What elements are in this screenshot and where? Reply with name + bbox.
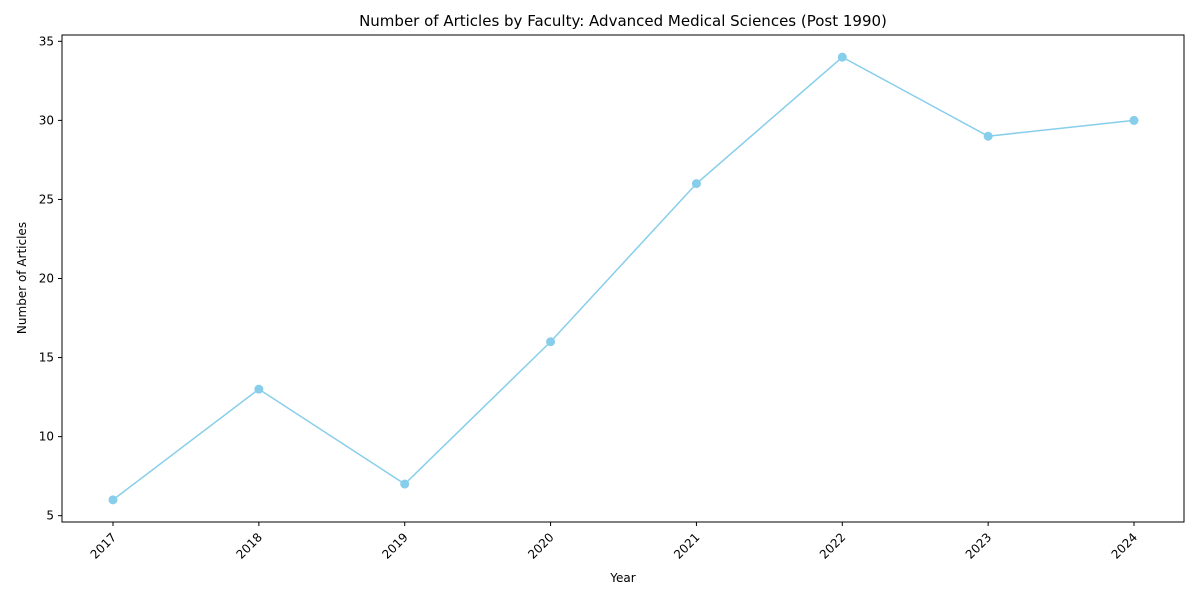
y-tick-label: 30 [39,113,54,127]
data-point [837,52,847,62]
chart-title: Number of Articles by Faculty: Advanced … [359,12,887,30]
y-tick-label: 10 [39,430,54,444]
x-tick-label: 2023 [963,530,994,561]
y-tick-label: 5 [46,509,54,523]
data-point [546,337,556,347]
x-axis-ticks: 2017 2018 2019 2020 2021 2022 2023 2024 [88,522,1140,562]
x-axis-label: Year [609,571,635,585]
y-tick-label: 35 [39,34,54,48]
series-layer [108,52,1139,505]
x-tick-label: 2020 [525,530,556,561]
x-tick-label: 2022 [817,530,848,561]
y-axis-label: Number of Articles [15,222,29,334]
y-axis-ticks: 5 10 15 20 25 30 35 [39,34,62,523]
data-point [983,131,993,141]
data-point [254,384,264,394]
y-tick-label: 25 [39,192,54,206]
x-tick-label: 2017 [88,530,119,561]
x-tick-label: 2018 [233,530,264,561]
data-point [1129,115,1139,125]
series-line [112,56,1135,501]
x-tick-label: 2021 [671,530,702,561]
x-tick-label: 2019 [379,530,410,561]
plot-area-frame [61,34,1185,523]
y-tick-label: 20 [39,272,54,286]
y-tick-label: 15 [39,351,54,365]
x-tick-label: 2024 [1109,530,1140,561]
data-point [108,495,118,505]
data-point [691,179,701,189]
data-point [400,479,410,489]
